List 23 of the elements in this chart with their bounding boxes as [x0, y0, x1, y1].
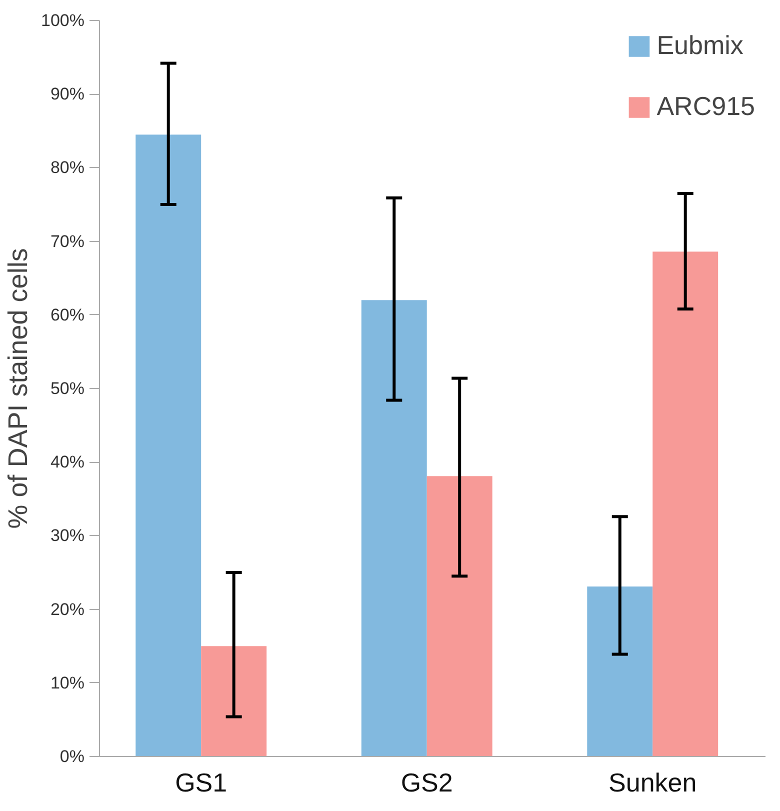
x-tick-label: Sunken — [608, 768, 697, 798]
y-tick-label: 20% — [50, 600, 85, 619]
bar — [652, 252, 718, 756]
y-tick-label: 0% — [60, 747, 85, 766]
bar — [426, 476, 492, 756]
bar — [136, 134, 202, 756]
bar — [361, 300, 427, 756]
y-tick-label: 90% — [50, 84, 85, 104]
y-tick-label: 50% — [50, 379, 85, 398]
legend-label: Eubmix — [656, 30, 744, 61]
bar — [587, 586, 653, 756]
y-tick-label: 60% — [50, 305, 85, 324]
x-tick-label: GS2 — [400, 768, 453, 798]
y-tick-label: 40% — [50, 452, 85, 472]
y-axis-title: % of DAPI stained cells — [3, 248, 34, 529]
legend-label: ARC915 — [656, 91, 755, 122]
y-tick-label: 30% — [50, 526, 85, 546]
x-tick-label: GS1 — [175, 768, 228, 798]
bar — [201, 646, 267, 756]
y-tick-label: 80% — [50, 158, 85, 178]
y-tick-label: 100% — [41, 11, 85, 30]
y-tick-label: 70% — [50, 232, 85, 251]
y-tick-label: 10% — [50, 673, 85, 692]
